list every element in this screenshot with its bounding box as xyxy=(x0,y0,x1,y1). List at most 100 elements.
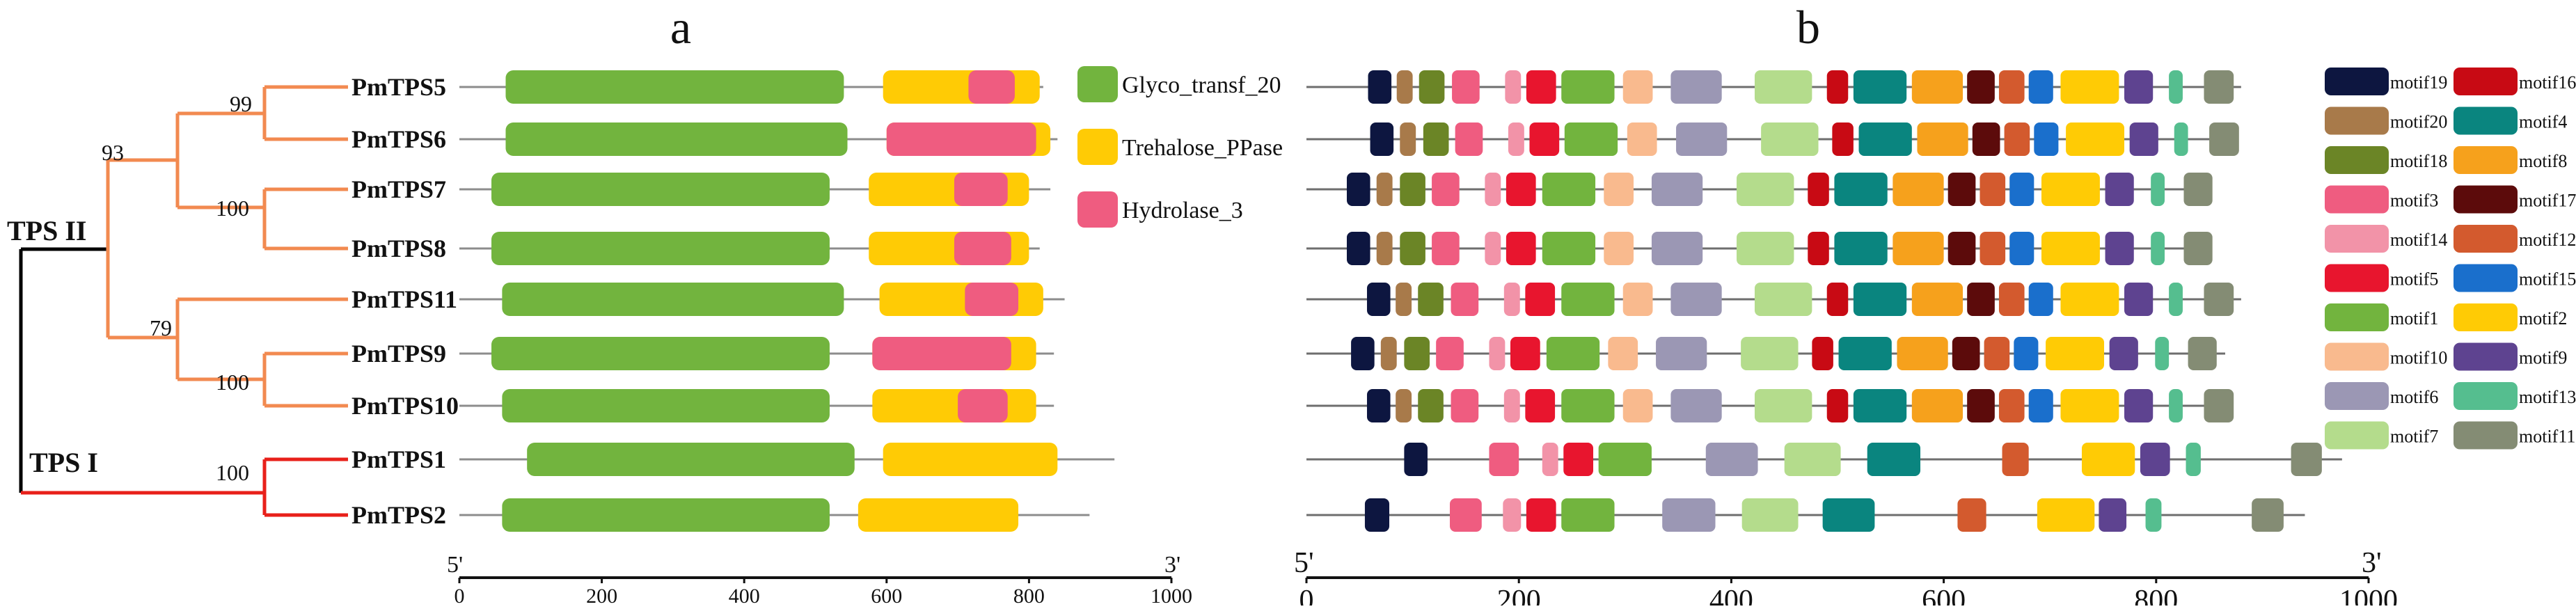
motif-box-motif1 xyxy=(1598,443,1652,476)
motif-box-motif13 xyxy=(2169,283,2183,316)
axis-tick-label: 200 xyxy=(1497,585,1541,606)
motif-box-motif4 xyxy=(1867,443,1921,476)
motif-box-motif5 xyxy=(1510,337,1540,370)
motif-box-motif12 xyxy=(1998,70,2025,104)
motif-box-motif9 xyxy=(2105,173,2134,206)
domain-architecture-panel xyxy=(459,70,1115,532)
motif-box-motif14 xyxy=(1485,173,1501,206)
motif-box-motif14 xyxy=(1508,122,1524,156)
bootstrap-99: 99 xyxy=(230,91,252,116)
domain-legend-swatch-glyco xyxy=(1077,66,1118,102)
motif-box-motif6 xyxy=(1705,443,1758,476)
motif-box-motif9 xyxy=(2129,122,2158,156)
motif-box-motif19 xyxy=(1346,232,1370,265)
motif-box-motif16 xyxy=(1826,283,1849,316)
motif-box-motif6 xyxy=(1670,389,1722,422)
axis-b: 5' 3' 0 200 400 600 800 1000 xyxy=(1294,547,2398,609)
motif-legend-label: motif20 xyxy=(2390,112,2447,132)
motif-box-motif6 xyxy=(1651,173,1703,206)
motif-box-motif7 xyxy=(1737,173,1794,206)
motif-legend-swatch-motif20 xyxy=(2325,106,2389,135)
motif-box-motif17 xyxy=(1947,173,1976,206)
motif-box-motif3 xyxy=(1432,173,1460,206)
motif-box-motif2 xyxy=(2041,232,2100,265)
motif-box-motif1 xyxy=(1561,389,1615,422)
motif-box-motif9 xyxy=(2124,283,2154,316)
axis-end-label: 3' xyxy=(2362,547,2382,579)
domain-glyco xyxy=(491,337,830,370)
motif-box-motif1 xyxy=(1561,283,1615,316)
motif-box-motif15 xyxy=(2034,122,2059,156)
motif-panel xyxy=(1306,70,2342,532)
motif-box-motif12 xyxy=(1957,498,1986,532)
motif-box-motif8 xyxy=(1893,173,1944,206)
motif-legend-label: motif12 xyxy=(2519,230,2576,250)
gene-label: PmTPS1 xyxy=(351,445,446,473)
motif-box-motif17 xyxy=(1972,122,2000,156)
motif-legend-label: motif19 xyxy=(2390,72,2447,93)
motif-box-motif20 xyxy=(1400,122,1416,156)
axis-tick-label: 800 xyxy=(2134,585,2178,606)
motif-box-motif12 xyxy=(2002,443,2029,476)
bootstrap-100-pmtps7-8: 100 xyxy=(216,196,249,221)
motif-box-motif4 xyxy=(1853,70,1907,104)
motif-box-motif11 xyxy=(2204,70,2234,104)
motif-box-motif12 xyxy=(1998,283,2025,316)
motif-box-motif4 xyxy=(1858,122,1912,156)
motif-box-motif11 xyxy=(2291,443,2322,476)
gene-label: PmTPS2 xyxy=(351,501,446,529)
panel-label-a: a xyxy=(670,1,691,54)
gene-label: PmTPS11 xyxy=(351,285,457,313)
motif-box-motif17 xyxy=(1947,232,1976,265)
motif-legend-swatch-motif11 xyxy=(2453,421,2518,450)
motif-box-motif13 xyxy=(2155,337,2170,370)
motif-box-motif16 xyxy=(1812,337,1833,370)
motif-box-motif7 xyxy=(1737,232,1794,265)
motif-legend-swatch-motif3 xyxy=(2325,185,2389,214)
motif-legend-label: motif16 xyxy=(2519,72,2576,93)
motif-box-motif16 xyxy=(1808,173,1829,206)
motif-legend-swatch-motif2 xyxy=(2453,303,2518,331)
motif-box-motif3 xyxy=(1450,498,1482,532)
domain-legend: Glyco_transf_20 Trehalose_PPase Hydrolase_… xyxy=(1077,66,1283,228)
domain-glyco xyxy=(505,122,848,156)
motif-legend-swatch-motif14 xyxy=(2325,225,2389,253)
motif-box-motif19 xyxy=(1364,498,1390,532)
axis-tick-label: 400 xyxy=(1709,585,1753,606)
motif-box-motif7 xyxy=(1754,70,1812,104)
motif-box-motif2 xyxy=(2041,173,2100,206)
motif-box-motif3 xyxy=(1455,122,1483,156)
motif-legend-label: motif17 xyxy=(2519,191,2576,211)
motif-box-motif20 xyxy=(1376,173,1393,206)
bootstrap-100-pmtps9-10: 100 xyxy=(216,370,249,395)
motif-box-motif2 xyxy=(2060,283,2119,316)
motif-box-motif11 xyxy=(2183,232,2213,265)
motif-legend-swatch-motif4 xyxy=(2453,106,2518,135)
motif-box-motif1 xyxy=(1542,232,1596,265)
bootstrap-79: 79 xyxy=(150,315,172,340)
domain-treh xyxy=(883,70,1040,104)
motif-box-motif13 xyxy=(2151,173,2165,206)
motif-box-motif5 xyxy=(1526,70,1556,104)
domain-legend-swatch-hydro xyxy=(1077,191,1118,228)
motif-box-motif20 xyxy=(1380,337,1397,370)
motif-box-motif3 xyxy=(1452,70,1480,104)
motif-legend-swatch-motif15 xyxy=(2453,264,2518,292)
motif-box-motif9 xyxy=(2099,498,2127,532)
motif-box-motif14 xyxy=(1485,232,1501,265)
motif-box-motif6 xyxy=(1670,70,1722,104)
phylogenetic-tree xyxy=(19,85,348,517)
motif-legend-label: motif9 xyxy=(2519,348,2567,368)
motif-box-motif10 xyxy=(1622,283,1653,316)
motif-box-motif10 xyxy=(1608,337,1638,370)
domain-legend-label: Hydrolase_3 xyxy=(1122,198,1243,223)
motif-box-motif12 xyxy=(1980,173,2006,206)
motif-box-motif18 xyxy=(1418,283,1444,316)
motif-box-motif12 xyxy=(1984,337,2010,370)
motif-legend-swatch-motif8 xyxy=(2453,146,2518,174)
motif-box-motif13 xyxy=(2174,122,2188,156)
domain-treh xyxy=(879,283,1043,316)
axis-end-label: 3' xyxy=(1164,552,1180,578)
clade-label-tps1: TPS I xyxy=(29,447,98,478)
motif-box-motif2 xyxy=(2037,498,2095,532)
